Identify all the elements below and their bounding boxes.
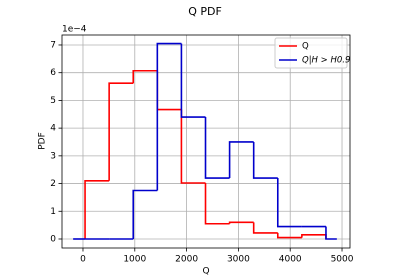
histogram-step	[228, 221, 254, 224]
histogram-step	[325, 226, 337, 240]
histogram-step	[132, 69, 158, 84]
histogram-step	[301, 234, 327, 239]
histogram-step	[228, 141, 254, 179]
x-tick-label: 0	[80, 255, 86, 265]
histogram-step	[204, 117, 230, 179]
chart-title: Q PDF	[188, 5, 222, 18]
y-tick-label: 2	[50, 179, 56, 189]
y-tick-label: 1	[50, 207, 56, 217]
y-offset-label: 1e−4	[62, 25, 87, 35]
histogram-step	[108, 82, 134, 181]
x-tick-label: 3000	[227, 255, 250, 265]
x-tick-label: 1000	[123, 255, 146, 265]
histogram-step	[204, 183, 230, 225]
y-tick-label: 6	[50, 68, 56, 78]
histogram-step	[276, 232, 302, 239]
histogram-step	[156, 42, 182, 191]
histogram-step	[252, 222, 278, 234]
y-tick-label: 0	[50, 234, 56, 244]
histogram-step	[84, 179, 110, 239]
x-tick-label: 5000	[331, 255, 354, 265]
y-tick-label: 5	[50, 96, 56, 106]
histogram-step	[180, 109, 206, 184]
x-tick-label: 2000	[175, 255, 198, 265]
legend-label: Q|H > H0.9	[302, 56, 350, 66]
histogram-step	[156, 70, 182, 111]
histogram-step	[252, 141, 278, 179]
histogram-step	[180, 43, 206, 118]
x-tick-label: 4000	[279, 255, 302, 265]
y-tick-label: 4	[50, 124, 56, 134]
plot-frame	[61, 34, 351, 249]
y-tick-label: 3	[50, 151, 56, 161]
histogram-step	[132, 189, 158, 239]
y-axis-label: PDF	[38, 132, 48, 150]
y-tick-label: 7	[50, 40, 56, 50]
x-axis-label: Q	[202, 267, 209, 277]
legend-label: Q	[302, 42, 309, 52]
histogram-step	[276, 178, 302, 228]
